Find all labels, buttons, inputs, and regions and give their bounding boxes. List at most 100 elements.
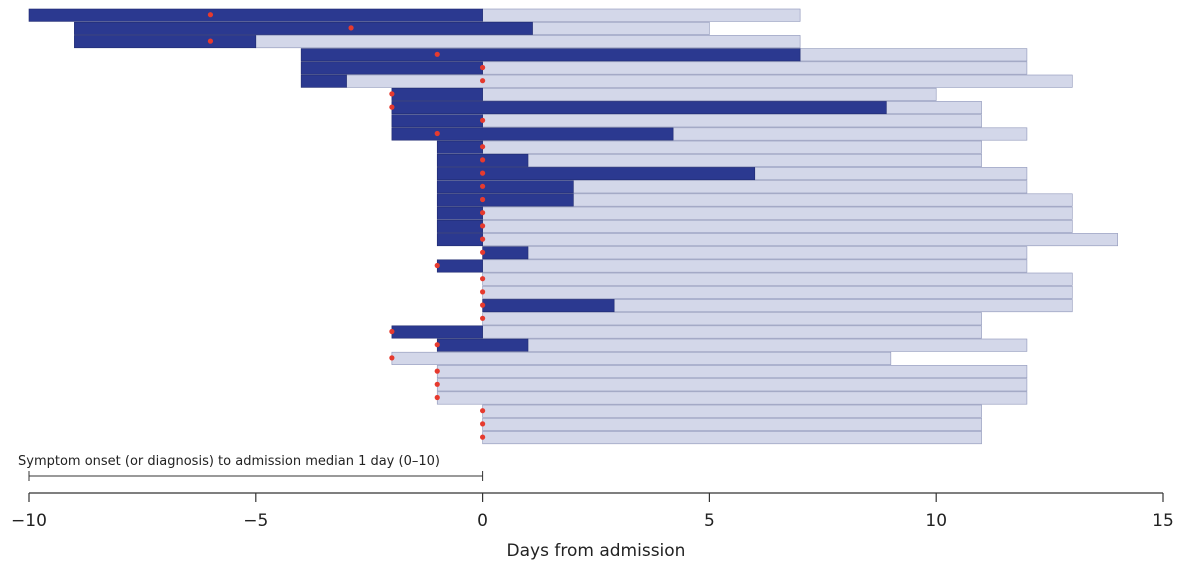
- row-24-light-bar: [482, 312, 982, 326]
- row-28-light-bar: [436, 365, 1028, 379]
- row-19-light-bar: [527, 246, 1028, 260]
- row-18-dark-bar: [436, 233, 483, 247]
- row-1-dark-bar: [28, 8, 483, 22]
- row-20-dark-bar: [436, 259, 483, 273]
- row-26-light-bar: [527, 338, 1028, 352]
- x-tick-label-10: 10: [925, 511, 947, 531]
- row-18-light-bar: [482, 233, 1118, 247]
- row-29-light-bar: [436, 378, 1028, 392]
- row-11-dot: [480, 144, 486, 150]
- x-axis-title: Days from admission: [507, 541, 686, 561]
- bars-group: [28, 8, 1118, 445]
- row-26-dot: [434, 342, 440, 348]
- row-18-dot: [480, 236, 486, 242]
- row-8-dot: [389, 104, 395, 110]
- row-16-dark-bar: [436, 206, 483, 220]
- row-9-dot: [480, 117, 486, 123]
- row-14-dark-bar: [436, 180, 574, 194]
- row-23-light-bar: [613, 299, 1073, 313]
- row-6-dot: [480, 78, 486, 84]
- row-5-dot: [480, 64, 486, 71]
- row-10-dot: [434, 130, 440, 137]
- row-19-dark-bar: [482, 246, 529, 260]
- row-6-dark-bar: [300, 74, 347, 88]
- x-tick-label-15: 15: [1152, 511, 1174, 531]
- row-31-dot: [480, 408, 486, 414]
- row-5-dark-bar: [300, 61, 483, 75]
- row-32-light-bar: [482, 417, 982, 431]
- x-tick-label--10: −10: [11, 511, 47, 531]
- x-tick-label--5: −5: [243, 511, 268, 531]
- row-30-light-bar: [436, 391, 1028, 405]
- row-7-light-bar: [482, 87, 937, 101]
- row-30-dot: [434, 394, 440, 401]
- row-10-light-bar: [672, 127, 1028, 141]
- row-33-dot: [480, 434, 486, 440]
- row-2-dark-bar: [74, 21, 533, 35]
- row-2-light-bar: [532, 21, 710, 35]
- x-tick-label-5: 5: [704, 511, 715, 531]
- row-25-light-bar: [482, 325, 982, 339]
- row-17-dot: [480, 223, 486, 229]
- row-13-dot: [480, 170, 486, 176]
- row-27-dot: [389, 355, 395, 361]
- annotation: Symptom onset (or diagnosis) to admissio…: [18, 454, 484, 481]
- row-3-light-bar: [255, 35, 801, 49]
- row-9-light-bar: [482, 114, 982, 128]
- row-3-dot: [207, 38, 214, 44]
- row-25-dot: [389, 328, 395, 335]
- row-12-light-bar: [527, 153, 982, 167]
- row-19-dot: [480, 249, 486, 255]
- row-25-dark-bar: [391, 325, 483, 339]
- row-17-light-bar: [482, 219, 1073, 233]
- row-23-dot: [480, 302, 486, 308]
- row-29-dot: [434, 381, 440, 387]
- row-21-light-bar: [482, 272, 1073, 286]
- dots-group: [207, 12, 486, 440]
- row-26-dark-bar: [436, 338, 529, 352]
- row-13-dark-bar: [436, 167, 756, 181]
- annotation-text: Symptom onset (or diagnosis) to admissio…: [18, 454, 440, 469]
- x-tick-label-0: 0: [477, 511, 488, 531]
- row-7-dark-bar: [391, 87, 483, 101]
- row-32-dot: [480, 421, 486, 427]
- row-5-light-bar: [482, 61, 1028, 75]
- row-24-dot: [480, 315, 486, 321]
- row-10-dark-bar: [391, 127, 674, 141]
- row-27-light-bar: [391, 351, 892, 365]
- row-31-light-bar: [482, 404, 982, 418]
- row-9-dark-bar: [391, 114, 483, 128]
- row-4-dark-bar: [300, 48, 801, 62]
- row-11-light-bar: [482, 140, 982, 154]
- row-20-light-bar: [482, 259, 1028, 273]
- row-33-light-bar: [482, 431, 982, 445]
- row-15-dark-bar: [436, 193, 574, 207]
- row-15-light-bar: [573, 193, 1073, 207]
- row-22-light-bar: [482, 285, 1073, 299]
- row-20-dot: [434, 262, 440, 269]
- row-8-light-bar: [886, 101, 982, 115]
- row-4-light-bar: [799, 48, 1028, 62]
- row-23-dark-bar: [482, 299, 615, 313]
- row-15-dot: [480, 196, 486, 203]
- row-13-light-bar: [754, 167, 1028, 181]
- row-21-dot: [480, 276, 486, 282]
- row-6-light-bar: [346, 74, 1073, 88]
- row-28-dot: [434, 368, 440, 374]
- row-12-dot: [480, 157, 486, 163]
- row-17-dark-bar: [436, 219, 483, 233]
- row-16-dot: [480, 210, 486, 216]
- row-7-dot: [389, 91, 395, 97]
- row-3-dark-bar: [74, 35, 257, 49]
- row-4-dot: [434, 51, 440, 57]
- row-2-dot: [348, 25, 354, 31]
- row-1-light-bar: [482, 8, 801, 22]
- row-1-dot: [207, 12, 214, 18]
- x-axis: −10 −5 0 5 10 15: [11, 492, 1174, 531]
- row-22-dot: [480, 289, 486, 295]
- row-11-dark-bar: [436, 140, 483, 154]
- row-14-light-bar: [573, 180, 1028, 194]
- row-8-dark-bar: [391, 101, 887, 115]
- row-14-dot: [480, 183, 486, 189]
